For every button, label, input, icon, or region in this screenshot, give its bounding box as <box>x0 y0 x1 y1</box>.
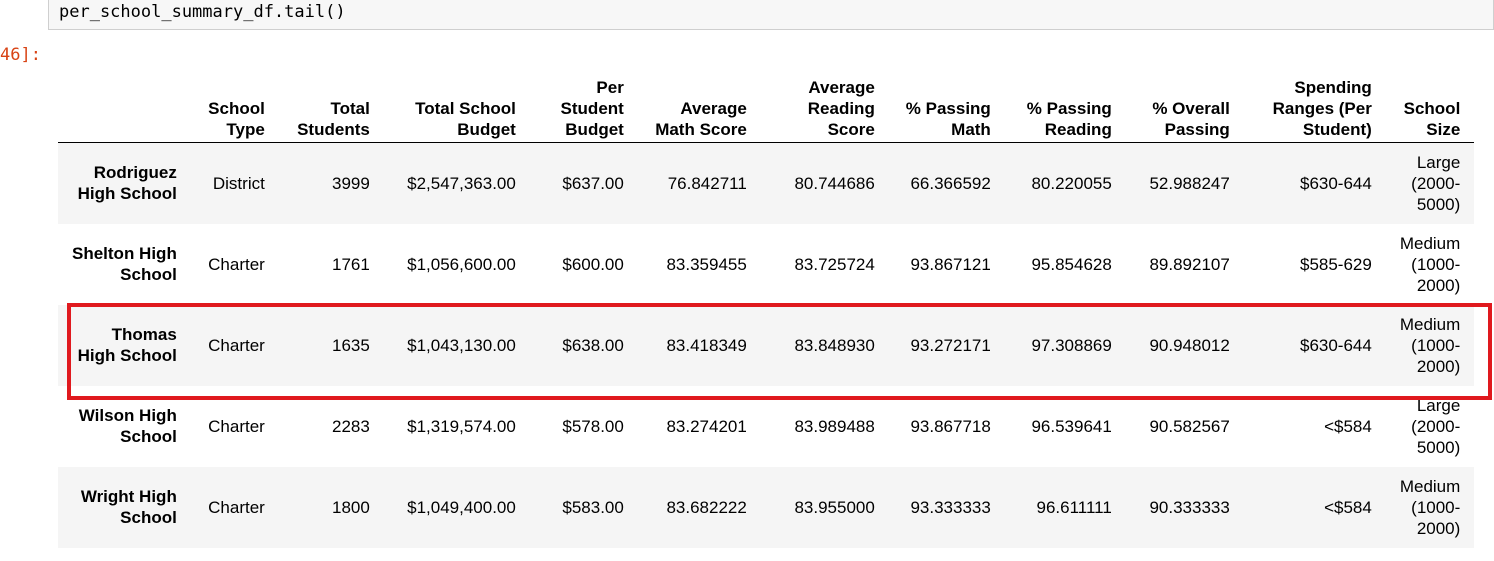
table-row: Thomas High School Charter 1635 $1,043,130.0… <box>58 304 1475 386</box>
cell-school-type: Charter <box>208 335 265 355</box>
cell-average-math-score: 83.274201 <box>666 416 747 436</box>
cell-per-student-budget: $578.00 <box>562 416 624 436</box>
cell-school-type: Charter <box>208 497 265 517</box>
cell-total-school-budget: $1,043,130.00 <box>407 335 516 355</box>
cell-school-name: Shelton High School <box>72 244 177 284</box>
table-row: Shelton High School Charter 1761 $1,056,600.… <box>58 223 1475 305</box>
cell-total-school-budget: $1,056,600.00 <box>407 254 516 274</box>
cell-spending-ranges: <$584 <box>1324 497 1372 517</box>
cell-school-name: Wright High School <box>80 487 177 527</box>
cell-per-student-budget: $583.00 <box>562 497 624 517</box>
cell-passing-math: 93.867718 <box>910 416 991 436</box>
cell-total-students: 3999 <box>332 173 370 193</box>
cell-average-reading-score: 83.725724 <box>794 254 875 274</box>
cell-spending-ranges: $630-644 <box>1299 173 1372 193</box>
cell-school-size: Medium (1000- 2000) <box>1399 314 1461 376</box>
column-header-index <box>58 58 191 143</box>
column-header-overall-passing: % Overall Passing <box>1125 58 1244 143</box>
cell-passing-reading: 96.611111 <box>1036 497 1112 517</box>
column-header-per-student-budget: Per Student Budget <box>529 58 638 143</box>
cell-average-reading-score: 83.989488 <box>794 416 875 436</box>
cell-school-type: Charter <box>208 416 265 436</box>
cell-total-school-budget: $2,547,363.00 <box>407 173 516 193</box>
cell-school-size: Medium (1000- 2000) <box>1399 476 1461 538</box>
column-header-total-school-budget: Total School Budget <box>383 58 530 143</box>
cell-passing-reading: 97.308869 <box>1031 335 1112 355</box>
code-cell[interactable]: per_school_summary_df.tail() <box>48 0 1494 30</box>
cell-overall-passing: 90.948012 <box>1149 335 1230 355</box>
cell-spending-ranges: $630-644 <box>1299 335 1372 355</box>
cell-school-size: Large (2000- 5000) <box>1411 395 1461 457</box>
cell-school-name: Thomas High School <box>77 325 177 365</box>
cell-passing-reading: 80.220055 <box>1031 173 1112 193</box>
cell-passing-math: 66.366592 <box>910 173 991 193</box>
cell-school-size: Medium (1000- 2000) <box>1399 233 1461 295</box>
cell-total-students: 1800 <box>332 497 370 517</box>
output-prompt: 46]: <box>0 45 41 65</box>
table-row: Rodriguez High School District 3999 $2,547,3… <box>58 142 1475 224</box>
table-row: Wilson High School Charter 2283 $1,319,574.0… <box>58 385 1475 467</box>
cell-total-school-budget: $1,319,574.00 <box>407 416 516 436</box>
cell-average-math-score: 83.359455 <box>666 254 747 274</box>
column-header-school-size: School Size <box>1385 58 1475 143</box>
cell-average-math-score: 83.418349 <box>666 335 747 355</box>
code-cell-text[interactable]: per_school_summary_df.tail() <box>59 2 346 22</box>
cell-overall-passing: 89.892107 <box>1149 254 1230 274</box>
table-row: Wright High School Charter 1800 $1,049,400.0… <box>58 466 1475 548</box>
cell-passing-math: 93.333333 <box>910 497 991 517</box>
cell-spending-ranges: $585-629 <box>1299 254 1372 274</box>
column-header-average-math-score: Average Math Score <box>637 58 761 143</box>
cell-school-name: Rodriguez High School <box>77 163 177 204</box>
cell-average-reading-score: 83.955000 <box>794 497 875 517</box>
cell-passing-math: 93.272171 <box>910 335 991 355</box>
cell-school-type: District <box>212 173 265 193</box>
cell-per-student-budget: $638.00 <box>562 335 624 355</box>
cell-per-student-budget: $637.00 <box>562 173 624 193</box>
cell-school-size: Large (2000- 5000) <box>1411 152 1461 214</box>
cell-total-students: 1761 <box>332 254 370 274</box>
cell-passing-reading: 95.854628 <box>1031 254 1112 274</box>
cell-overall-passing: 90.333333 <box>1149 497 1230 517</box>
cell-school-name: Wilson High School <box>78 406 177 446</box>
cell-average-reading-score: 83.848930 <box>794 335 875 355</box>
cell-overall-passing: 90.582567 <box>1149 416 1230 436</box>
cell-passing-math: 93.867121 <box>910 254 991 274</box>
column-header-average-reading-score: Average Reading Score <box>760 58 889 143</box>
column-header-passing-math: % Passing Math <box>888 58 1005 143</box>
column-header-passing-reading: % Passing Reading <box>1004 58 1126 143</box>
cell-overall-passing: 52.988247 <box>1149 173 1230 193</box>
cell-spending-ranges: <$584 <box>1324 416 1372 436</box>
cell-passing-reading: 96.539641 <box>1031 416 1112 436</box>
column-header-spending-ranges: Spending Ranges (Per Student) <box>1243 58 1386 143</box>
table-body: Rodriguez High School District 3999 $2,547,3… <box>58 142 1475 548</box>
cell-average-math-score: 83.682222 <box>666 497 747 517</box>
cell-total-students: 1635 <box>332 335 370 355</box>
cell-total-school-budget: $1,049,400.00 <box>407 497 516 517</box>
column-header-total-students: Total Students <box>278 58 384 143</box>
column-header-school-type: School Type <box>190 58 279 143</box>
dataframe-table: School Type Total Students Total School Bud… <box>58 58 1475 548</box>
cell-school-type: Charter <box>208 254 265 274</box>
table-header: School Type Total Students Total School Bud… <box>58 58 1475 143</box>
cell-total-students: 2283 <box>332 416 370 436</box>
header-row: School Type Total Students Total School Bud… <box>58 58 1475 143</box>
cell-per-student-budget: $600.00 <box>562 254 624 274</box>
cell-average-reading-score: 80.744686 <box>794 173 875 193</box>
cell-average-math-score: 76.842711 <box>667 173 747 193</box>
